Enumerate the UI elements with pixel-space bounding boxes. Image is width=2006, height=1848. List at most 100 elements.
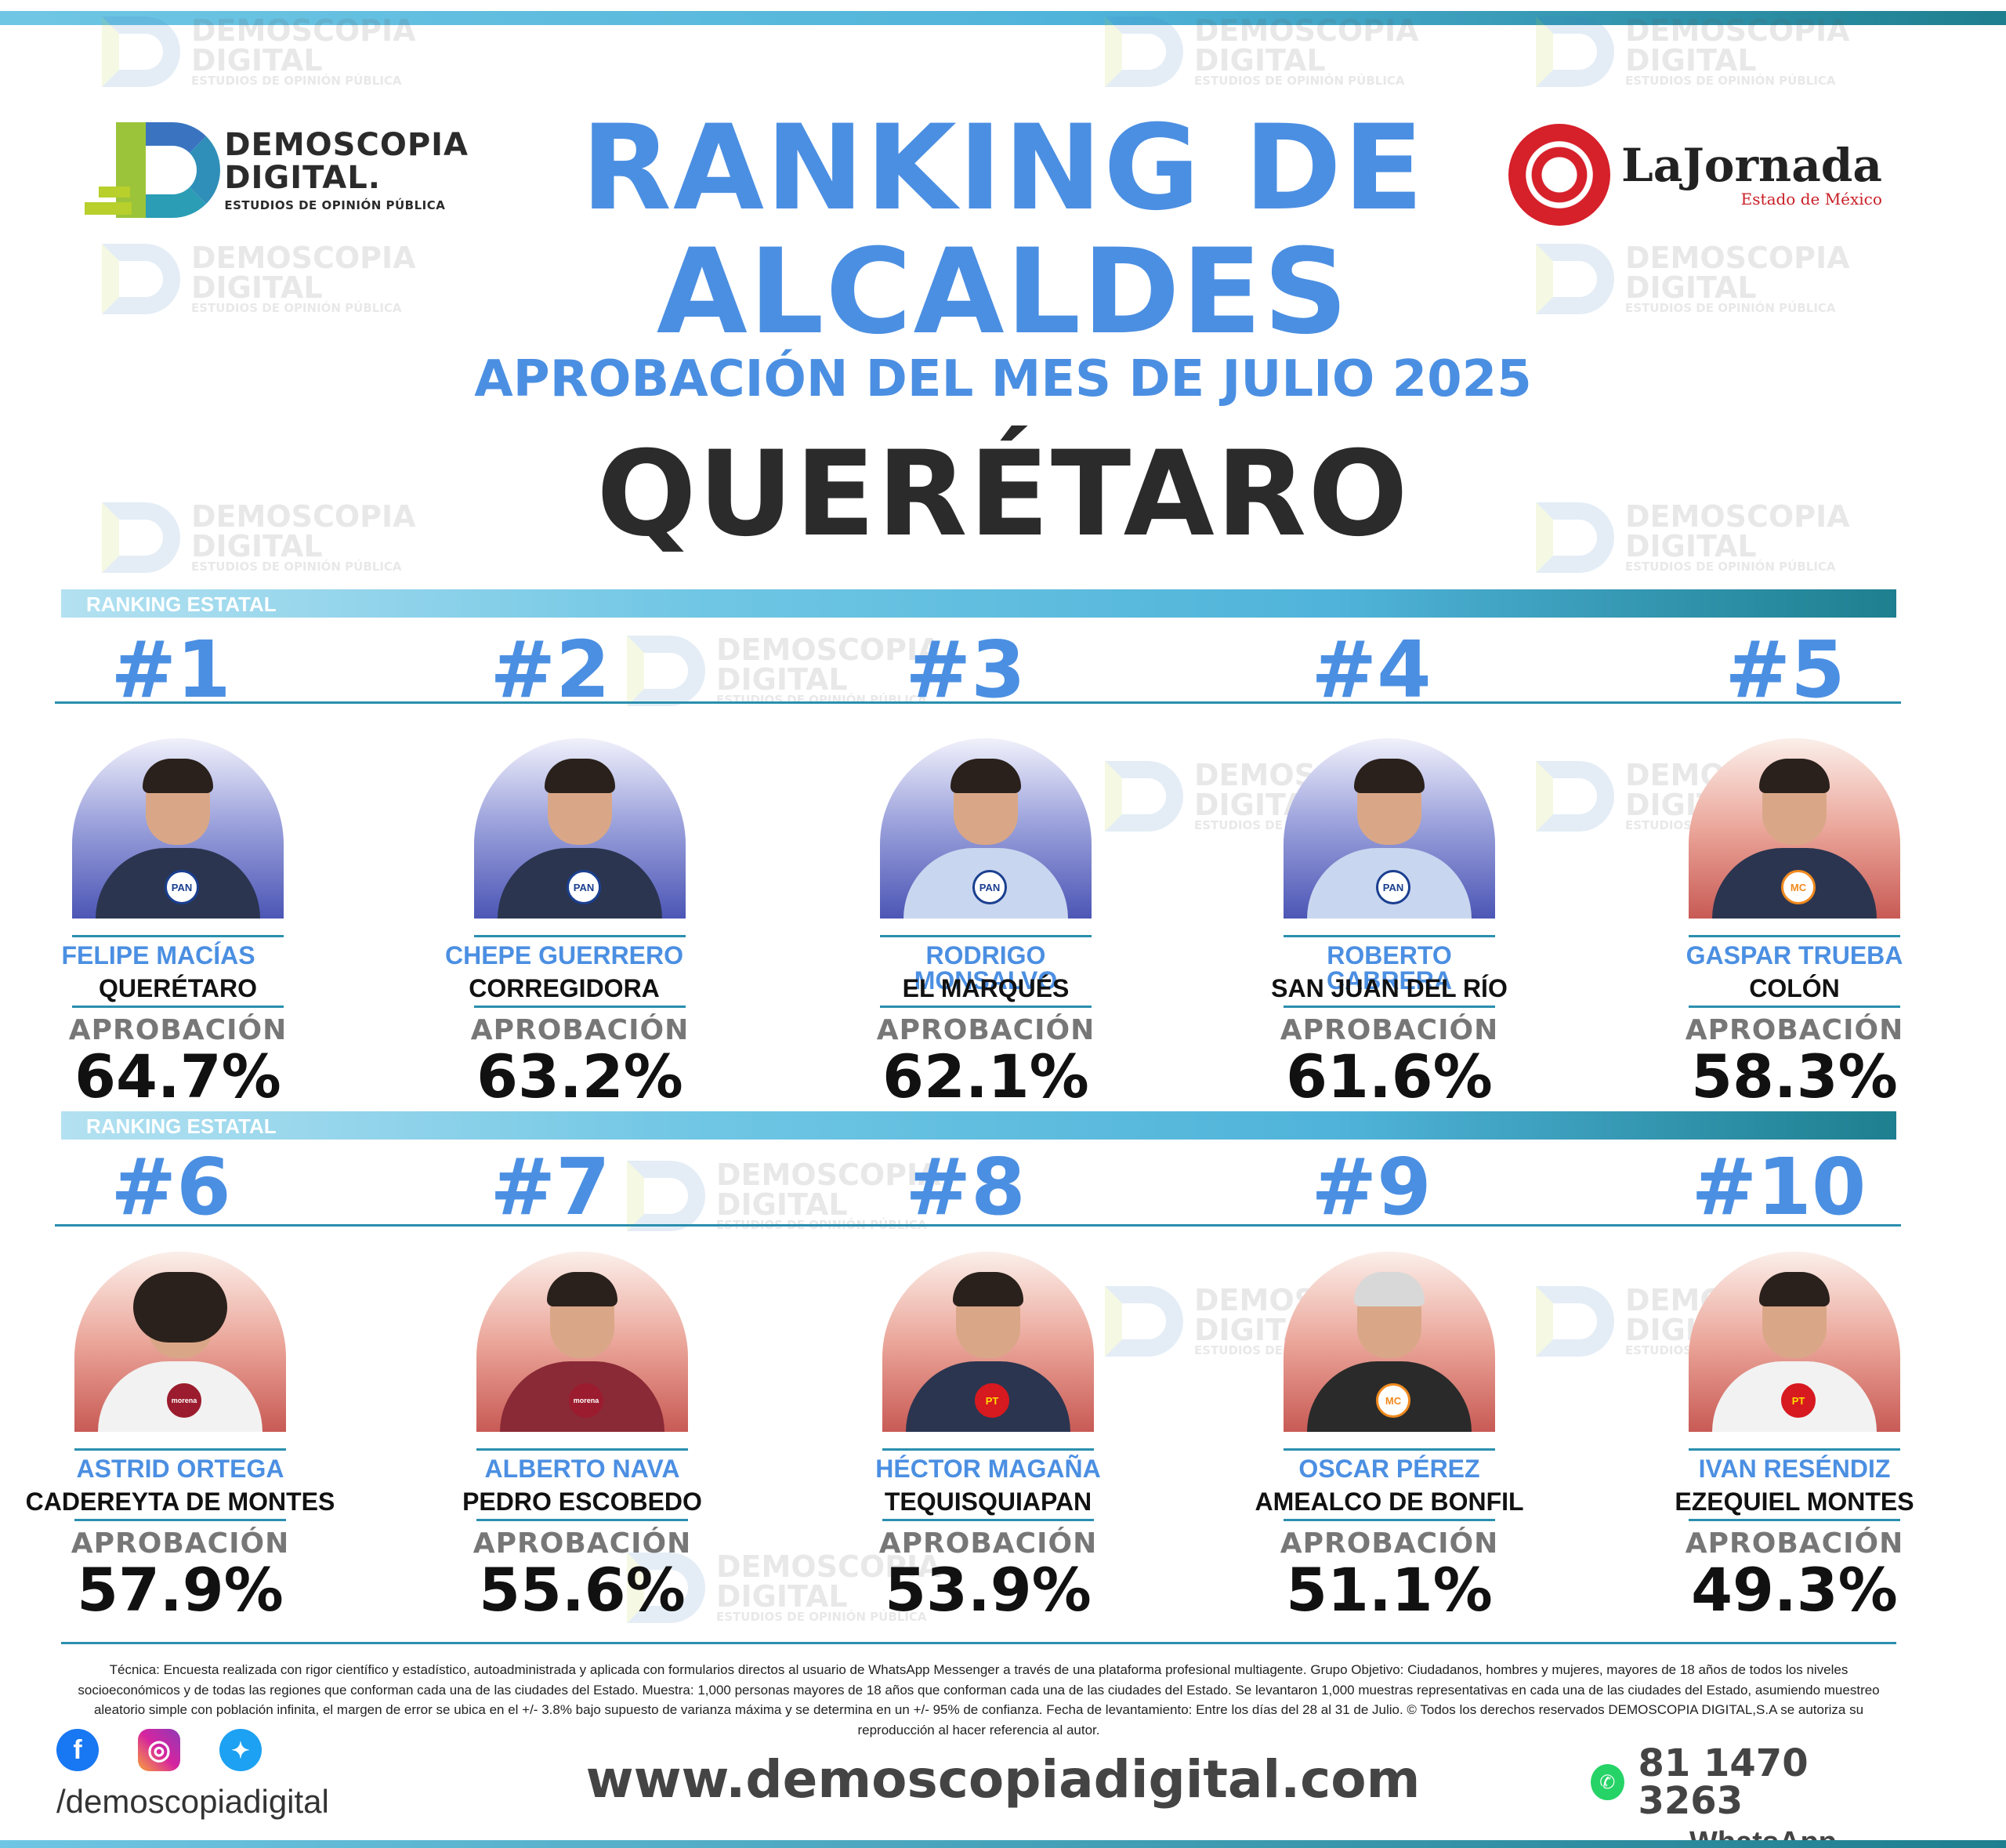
social-handle[interactable]: /demoscopiadigital	[56, 1783, 329, 1820]
movimiento-ciudadano-badge-icon: MC	[1376, 1383, 1410, 1418]
watermark-logo-icon	[1536, 1285, 1614, 1357]
watermark-line3: ESTUDIOS DE OPINIÓN PÚBLICA	[1625, 560, 1836, 574]
footer-divider	[61, 1642, 1896, 1644]
movimiento-ciudadano-badge-icon: MC	[1781, 870, 1816, 904]
morena-badge-icon: morena	[167, 1383, 201, 1418]
candidate-photo: PAN	[72, 738, 284, 919]
card-line	[882, 1448, 1094, 1451]
candidate-name: ROBERTO CABRERA	[1327, 941, 1452, 995]
rank-number: #10	[1691, 1141, 1867, 1233]
candidate-photo: PAN	[1284, 738, 1495, 919]
pan-badge-icon: PAN	[972, 870, 1007, 904]
watermark-logo-icon	[102, 16, 180, 87]
approval-value: 62.1%	[882, 1042, 1089, 1111]
title-line1: RANKING DE	[581, 100, 1425, 237]
card-line	[474, 935, 686, 937]
candidate-photo: morena	[476, 1252, 688, 1432]
card-line	[880, 1006, 1092, 1008]
watermark-line1: DEMOSCOPIA	[191, 241, 416, 275]
rank-number: #6	[110, 1141, 231, 1233]
watermark-line2: DIGITAL	[1625, 270, 1757, 305]
candidate-photo: MC	[1689, 738, 1900, 919]
bottom-accent-bar	[0, 1840, 2006, 1848]
candidate-name: HÉCTOR MAGAÑA	[875, 1455, 1101, 1483]
approval-value: 51.1%	[1286, 1555, 1493, 1625]
lajornada-logo: LaJornada Estado de México	[1508, 124, 1900, 226]
card-line	[474, 1006, 686, 1008]
ranking-bar-label: RANKING ESTATAL	[86, 592, 277, 616]
approval-value: 64.7%	[74, 1042, 281, 1111]
approval-value: 58.3%	[1691, 1042, 1898, 1111]
approval-label: APROBACIÓN	[71, 1527, 290, 1560]
approval-label: APROBACIÓN	[876, 1014, 1095, 1046]
watermark-logo-icon	[1105, 16, 1183, 87]
approval-label: APROBACIÓN	[1685, 1014, 1904, 1046]
candidate-municipality: EZEQUIEL MONTES	[1675, 1487, 1914, 1516]
rank-number: #3	[905, 624, 1026, 716]
watermark-line2: DIGITAL	[1625, 529, 1757, 563]
card-line	[880, 935, 1092, 937]
candidate-photo: MC	[1284, 1252, 1495, 1432]
candidate-name: RODRIGO MONSALVO	[914, 941, 1058, 995]
watermark-line3: ESTUDIOS DE OPINIÓN PÚBLICA	[1625, 301, 1836, 315]
card-line	[1689, 1519, 1900, 1521]
watermark-line1: DEMOSCOPIA	[1625, 241, 1850, 275]
divider-line	[55, 1224, 1901, 1227]
rank-number: #1	[110, 624, 231, 716]
card-line	[1689, 1006, 1900, 1008]
demoscopia-logo: DEMOSCOPIA DIGITAL. ESTUDIOS DE OPINIÓN …	[85, 118, 469, 223]
approval-value: 53.9%	[885, 1555, 1092, 1625]
divider-line	[55, 701, 1901, 704]
approval-value: 57.9%	[77, 1555, 284, 1625]
facebook-icon[interactable]: f	[56, 1729, 99, 1771]
pan-badge-icon: PAN	[1376, 870, 1410, 904]
watermark-logo-icon	[102, 243, 180, 314]
ranking-bar-label: RANKING ESTATAL	[86, 1114, 277, 1138]
watermark-logo-icon	[1536, 760, 1614, 832]
candidate-municipality: CADEREYTA DE MONTES	[25, 1487, 335, 1516]
ranking-bar: RANKING ESTATAL	[61, 1111, 1896, 1140]
candidate-name: CHEPE GUERRERO	[444, 941, 684, 969]
candidate-name: GASPAR TRUEBA	[1686, 941, 1903, 969]
whatsapp-contact[interactable]: ✆ 81 1470 3263 WhatsApp	[1591, 1745, 1904, 1848]
rank-number: #4	[1311, 624, 1432, 716]
watermark-logo-icon	[1536, 16, 1614, 87]
watermark-line3: ESTUDIOS DE OPINIÓN PÚBLICA	[1625, 74, 1836, 88]
watermark-line1: DEMOSCOPIA	[1625, 499, 1850, 534]
candidate-photo: PAN	[880, 738, 1092, 919]
morena-badge-icon: morena	[569, 1383, 603, 1418]
lajornada-name: LaJornada	[1621, 139, 1882, 192]
candidate-name: ASTRID ORTEGA	[76, 1455, 284, 1483]
candidate-name: ALBERTO NAVA	[484, 1455, 680, 1483]
approval-value: 61.6%	[1286, 1042, 1493, 1111]
website-link[interactable]: www.demoscopiadigital.com	[585, 1749, 1421, 1810]
candidate-municipality: TEQUISQUIAPAN	[884, 1487, 1092, 1516]
approval-label: APROBACIÓN	[470, 1014, 690, 1046]
logo-line3: ESTUDIOS DE OPINIÓN PÚBLICA	[224, 198, 446, 212]
state-title: QUERÉTARO	[596, 426, 1410, 563]
whatsapp-phone[interactable]: 81 1470 3263	[1638, 1741, 1809, 1823]
twitter-icon[interactable]: ✦	[219, 1729, 262, 1771]
watermark-line1: DEMOSCOPIA	[191, 499, 416, 534]
instagram-icon[interactable]: ◎	[138, 1729, 180, 1771]
pan-badge-icon: PAN	[567, 870, 601, 904]
whatsapp-icon: ✆	[1591, 1764, 1624, 1800]
subtitle: APROBACIÓN DEL MES DE JULIO 2025	[474, 350, 1532, 408]
approval-label: APROBACIÓN	[878, 1527, 1098, 1560]
ranking-bar: RANKING ESTATAL	[61, 589, 1896, 618]
card-line	[1689, 1448, 1900, 1451]
watermark-line3: ESTUDIOS DE OPINIÓN PÚBLICA	[1194, 74, 1405, 88]
watermark-line2: DIGITAL	[191, 43, 323, 78]
candidate-municipality: QUERÉTARO	[98, 974, 258, 1002]
rank-number: #9	[1311, 1141, 1432, 1233]
rank-number: #7	[490, 1141, 610, 1233]
candidate-name: FELIPE MACÍAS	[61, 941, 255, 969]
card-line	[1284, 1448, 1495, 1451]
logo-line2: DIGITAL.	[224, 160, 381, 196]
approval-value: 49.3%	[1691, 1555, 1898, 1625]
approval-label: APROBACIÓN	[1280, 1527, 1499, 1560]
